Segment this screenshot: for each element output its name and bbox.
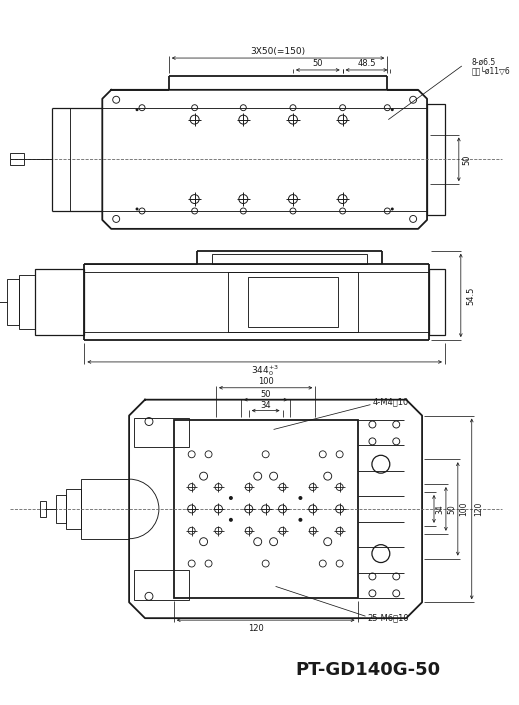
Text: 50: 50 <box>312 59 323 68</box>
Text: 100: 100 <box>459 502 468 516</box>
Circle shape <box>391 207 394 211</box>
Bar <box>212 254 367 264</box>
Text: 120: 120 <box>248 624 264 632</box>
Circle shape <box>135 207 139 211</box>
Circle shape <box>135 108 139 111</box>
Bar <box>65 489 81 529</box>
Circle shape <box>229 496 233 500</box>
Bar <box>10 154 24 165</box>
Circle shape <box>229 518 233 522</box>
Bar <box>19 274 35 329</box>
Bar <box>427 104 445 215</box>
Bar <box>40 501 46 517</box>
Bar <box>81 479 129 539</box>
Bar <box>7 278 19 325</box>
Text: 4-M4深10: 4-M4深10 <box>373 397 408 406</box>
Text: 25-M6深10: 25-M6深10 <box>367 613 409 623</box>
Bar <box>429 269 445 335</box>
Text: $344^{+3}_{0}$: $344^{+3}_{0}$ <box>251 363 279 379</box>
Bar <box>134 417 189 448</box>
Text: 54.5: 54.5 <box>466 286 475 305</box>
Text: 120: 120 <box>474 502 483 516</box>
Text: 34: 34 <box>261 401 271 410</box>
Text: 100: 100 <box>258 377 274 386</box>
Text: 48.5: 48.5 <box>357 59 376 68</box>
Circle shape <box>298 518 303 522</box>
Bar <box>228 271 358 332</box>
Text: 50: 50 <box>261 390 271 399</box>
Text: 背面└ø11▽6: 背面└ø11▽6 <box>472 68 511 76</box>
Text: 34: 34 <box>435 504 444 514</box>
Text: 8-ø6.5: 8-ø6.5 <box>472 58 496 66</box>
Bar <box>248 276 338 327</box>
Bar <box>35 269 85 335</box>
Circle shape <box>298 496 303 500</box>
Circle shape <box>391 108 394 111</box>
Bar <box>174 419 358 599</box>
Text: 3X50(=150): 3X50(=150) <box>251 47 306 56</box>
Text: 50: 50 <box>447 504 456 514</box>
Bar <box>56 495 65 523</box>
Bar <box>134 570 189 600</box>
Text: 50: 50 <box>462 154 471 164</box>
Text: PT-GD140G-50: PT-GD140G-50 <box>295 661 440 679</box>
